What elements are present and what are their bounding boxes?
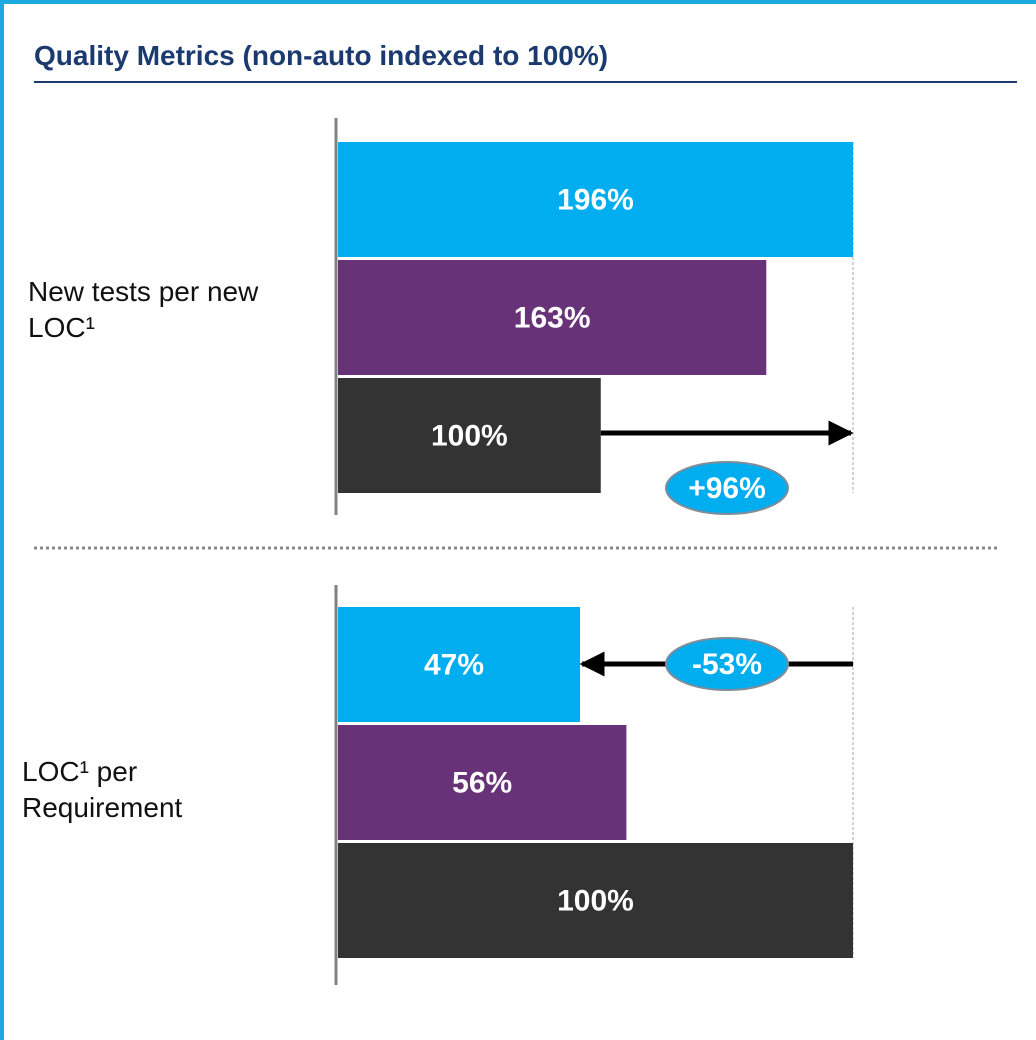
group-label: LOC¹ per Requirement [22,756,183,823]
value-label: 56% [452,766,512,799]
change-badge [665,637,789,691]
change-label: +96% [688,472,766,505]
bar [338,378,601,493]
title: Quality Metrics (non-auto indexed to 100… [34,40,609,71]
value-label: 196% [557,183,634,216]
change-label: -53% [692,648,762,681]
value-label: 100% [431,419,508,452]
value-label: 163% [514,301,591,334]
value-label: 100% [557,884,634,917]
value-label: 47% [424,648,484,681]
group-label: New tests per new LOC¹ [28,276,259,343]
change-badge [665,461,789,515]
bar [338,725,627,840]
bar [338,142,853,257]
bar [338,843,853,958]
bar [338,260,767,375]
bar [338,607,581,722]
